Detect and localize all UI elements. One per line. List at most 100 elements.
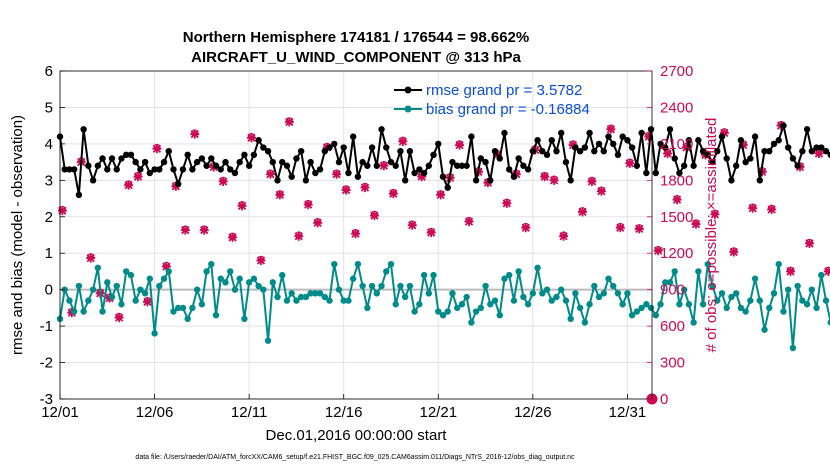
obs-assimilated-point [672, 195, 682, 205]
bias-point [378, 282, 385, 290]
rmse-point [425, 162, 433, 169]
bias-point [420, 271, 428, 279]
bias-point [269, 279, 276, 286]
rmse-point [784, 144, 792, 151]
bias-point [685, 301, 693, 308]
bias-point [780, 308, 787, 315]
rmse-point [245, 162, 253, 169]
bias-point [146, 275, 154, 282]
bias-point [368, 282, 376, 290]
rmse-point [657, 140, 664, 148]
bias-point [165, 268, 172, 275]
bias-point [175, 304, 182, 312]
rmse-point [591, 147, 598, 155]
bias-point [638, 304, 645, 312]
bias-point [132, 297, 139, 304]
rmse-point [567, 177, 574, 184]
bias-point [425, 290, 433, 297]
obs-assimilated-point [341, 185, 351, 195]
rmse-point [66, 166, 73, 173]
rmse-point [822, 147, 830, 155]
rmse-point [751, 133, 759, 140]
rmse-point [302, 177, 310, 184]
bias-point [392, 301, 399, 308]
bias-point [699, 301, 707, 308]
obs-assimilated-point [653, 246, 663, 256]
obs-assimilated-point [587, 177, 597, 187]
obs-assimilated-point [596, 186, 606, 196]
bias-point [822, 297, 830, 304]
bias-point [633, 308, 641, 315]
rmse-point [104, 166, 111, 173]
obs-assimilated-point [294, 231, 304, 241]
obs-assimilated-point [577, 207, 587, 217]
data-file-footer: data file: /Users/raeder/DAI/ATM_forcXX/… [135, 454, 575, 461]
rmse-point [165, 147, 172, 155]
rmse-point [359, 158, 366, 166]
rmse-point [794, 162, 801, 169]
obs-assimilated-point [190, 129, 200, 139]
rmse-point [747, 155, 754, 162]
rmse-point [775, 137, 782, 144]
bias-point [628, 311, 636, 319]
obs-assimilated-point [644, 132, 654, 142]
rmse-point [231, 169, 239, 177]
rmse-point [80, 126, 87, 133]
bias-point [794, 282, 801, 290]
y-tick-label-7: 4 [45, 136, 53, 153]
obs-assimilated-point [142, 297, 152, 307]
rmse-point [695, 137, 702, 144]
rmse-point [548, 137, 555, 144]
obs-assimilated-point [57, 206, 67, 216]
y-right-tick-label-2: 600 [660, 318, 685, 335]
obs-assimilated-point [388, 189, 398, 199]
rmse-point [297, 147, 305, 155]
bias-point [359, 282, 366, 290]
rmse-point [160, 158, 168, 166]
obs-assimilated-point [398, 136, 408, 146]
rmse-point [444, 184, 451, 191]
bias-point [723, 304, 730, 312]
y-right-tick-label-3: 900 [660, 282, 685, 299]
obs-assimilated-point [256, 256, 266, 266]
bias-point [255, 282, 262, 290]
rmse-point [628, 144, 636, 151]
y-axis-label: rmse and bias (model - observation) [9, 115, 26, 355]
bias-point [85, 297, 92, 304]
obs-assimilated-point [313, 218, 323, 228]
obs-assimilated-point [615, 223, 625, 233]
bias-point [212, 311, 220, 319]
y-tick-label-1: -2 [40, 355, 53, 372]
y-right-tick-label-7: 2100 [660, 136, 693, 153]
bias-point [227, 268, 234, 275]
rmse-point [349, 133, 357, 140]
obs-assimilated-point [549, 175, 559, 185]
rmse-point [122, 151, 130, 159]
rmse-point [435, 140, 442, 148]
bias-point [458, 301, 466, 308]
bias-point [113, 282, 120, 290]
rmse-point [132, 158, 139, 166]
rmse-point [718, 133, 726, 140]
bias-point [222, 279, 229, 286]
bias-point [160, 275, 168, 282]
bias-point [80, 308, 87, 315]
bias-point [761, 326, 768, 333]
rmse-point [529, 147, 537, 155]
bias-point [624, 290, 631, 297]
bias-point [586, 301, 593, 308]
bias-point [279, 271, 286, 279]
bias-point [406, 282, 414, 290]
rmse-point [780, 122, 787, 129]
obs-assimilated-point [180, 225, 190, 235]
bias-point [307, 290, 314, 297]
bias-point [331, 260, 338, 268]
rmse-point [510, 173, 518, 180]
rmse-point [430, 151, 437, 159]
rmse-point [406, 147, 414, 155]
bias-point [203, 268, 210, 275]
rmse-point [61, 166, 68, 173]
obs-assimilated-point [521, 223, 531, 233]
rmse-point [610, 140, 617, 148]
rmse-point [85, 162, 92, 169]
